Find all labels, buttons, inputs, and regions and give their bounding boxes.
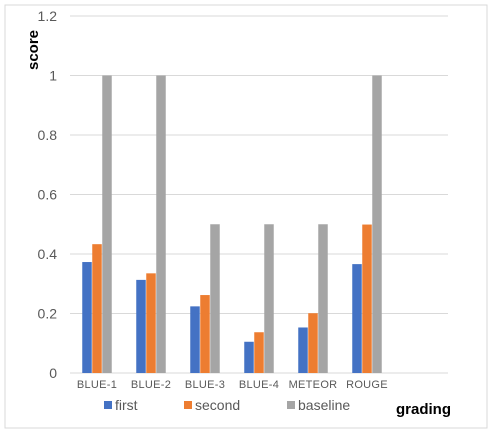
bar-first	[190, 306, 200, 373]
y-tick-label: 0.8	[38, 127, 58, 143]
x-axis-title: grading	[396, 401, 451, 418]
bars	[82, 75, 382, 373]
legend-swatch-first	[104, 401, 112, 409]
legend-swatch-second	[184, 401, 192, 409]
bar-first	[136, 279, 146, 373]
x-category-label: BLUE-2	[131, 379, 171, 391]
legend-label: baseline	[298, 397, 350, 413]
y-axis-title: score	[25, 30, 42, 70]
bar-second	[146, 273, 156, 373]
y-tick-label: 0.2	[38, 306, 58, 322]
y-tick-label: 0.6	[38, 187, 58, 203]
legend-label: first	[115, 397, 138, 413]
bar-first	[298, 327, 308, 373]
x-category-label: BLUE-1	[77, 379, 117, 391]
bar-second	[200, 295, 210, 373]
x-axis-categories: BLUE-1 BLUE-2 BLUE-3 BLUE-4 METEOR ROUGE	[77, 379, 388, 391]
bar-second	[308, 313, 318, 373]
y-tick-label: 0.4	[38, 246, 58, 262]
x-category-label: ROUGE	[346, 379, 388, 391]
legend-swatch-baseline	[287, 401, 295, 409]
bar-baseline	[318, 224, 328, 373]
y-tick-label: 0	[49, 365, 57, 381]
legend: first second baseline	[104, 397, 350, 413]
x-category-label: BLUE-3	[185, 379, 225, 391]
bar-second	[92, 244, 102, 373]
bar-baseline	[264, 224, 274, 373]
bar-baseline	[372, 75, 382, 373]
bar-baseline	[210, 224, 220, 373]
bar-baseline	[102, 75, 112, 373]
x-category-label: BLUE-4	[239, 379, 279, 391]
y-tick-label: 1.2	[38, 8, 58, 24]
bar-second	[254, 332, 264, 373]
y-tick-label: 1	[49, 68, 57, 84]
gridlines	[70, 15, 448, 374]
y-axis-ticks: 0 0.2 0.4 0.6 0.8 1 1.2	[38, 8, 58, 381]
bar-baseline	[156, 75, 166, 373]
bar-first	[352, 264, 362, 373]
bar-second	[362, 224, 372, 373]
bar-first	[244, 341, 254, 373]
x-category-label: METEOR	[289, 379, 338, 391]
legend-label: second	[195, 397, 240, 413]
bar-first	[82, 262, 92, 373]
